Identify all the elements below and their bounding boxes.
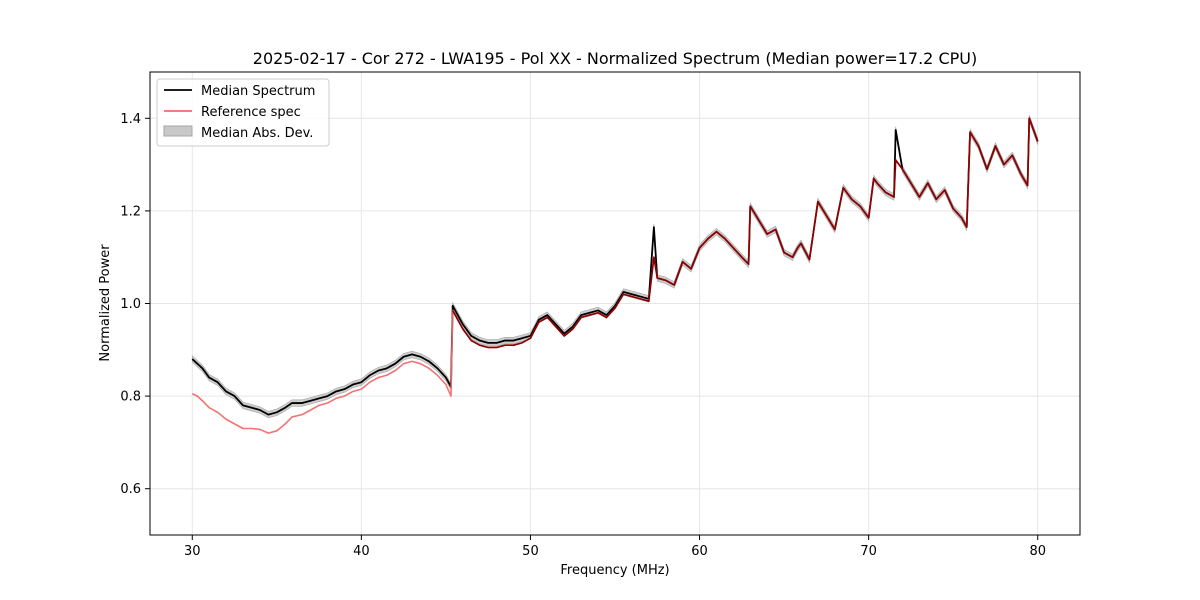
y-axis-ticks: 0.6 0.8 1.0 1.2 1.4 bbox=[120, 112, 150, 497]
legend-mad-swatch bbox=[163, 125, 193, 137]
x-tick-label: 30 bbox=[184, 544, 201, 559]
legend: Median Spectrum Reference spec Median Ab… bbox=[156, 78, 330, 147]
y-tick-label: 1.0 bbox=[120, 297, 141, 312]
median-spectrum-line bbox=[191, 117, 1039, 416]
x-tick-label: 70 bbox=[860, 544, 877, 559]
x-tick-label: 50 bbox=[522, 544, 539, 559]
y-tick-label: 0.6 bbox=[120, 482, 141, 497]
y-tick-label: 1.2 bbox=[120, 204, 141, 219]
overlap-line bbox=[451, 117, 1039, 349]
mad-band bbox=[191, 114, 1039, 419]
grid bbox=[150, 72, 1080, 535]
chart-title: 2025-02-17 - Cor 272 - LWA195 - Pol XX -… bbox=[253, 49, 977, 68]
legend-mad-label: Median Abs. Dev. bbox=[201, 126, 313, 141]
x-axis-ticks: 30 40 50 60 70 80 bbox=[184, 535, 1046, 559]
x-tick-label: 40 bbox=[353, 544, 370, 559]
mad-band-area bbox=[191, 114, 1039, 419]
x-tick-label: 60 bbox=[691, 544, 708, 559]
legend-median-label: Median Spectrum bbox=[201, 84, 315, 99]
x-axis-label: Frequency (MHz) bbox=[560, 563, 669, 578]
legend-reference-label: Reference spec bbox=[201, 105, 301, 120]
y-axis-label: Normalized Power bbox=[98, 244, 113, 362]
y-tick-label: 0.8 bbox=[120, 390, 141, 405]
y-tick-label: 1.4 bbox=[120, 112, 141, 127]
series-lines bbox=[191, 117, 1039, 434]
x-tick-label: 80 bbox=[1029, 544, 1046, 559]
legend-box bbox=[156, 78, 330, 147]
